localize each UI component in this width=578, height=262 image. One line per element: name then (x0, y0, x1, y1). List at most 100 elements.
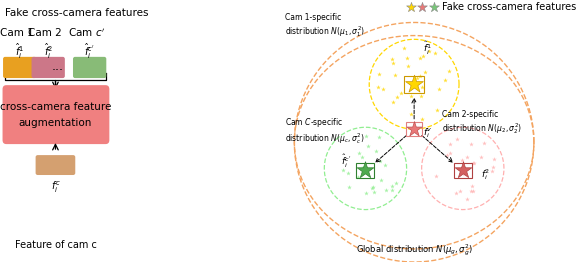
Point (413, 76, 422, 80)
Point (476, 155, 485, 160)
Point (416, 56, 425, 60)
Text: Cam $c'$: Cam $c'$ (68, 26, 105, 39)
Point (458, 168, 468, 172)
Text: $\hat{f}_i^{c'}$: $\hat{f}_i^{c'}$ (341, 152, 351, 170)
Point (462, 196, 472, 201)
Point (380, 162, 390, 167)
Point (397, 91, 406, 95)
FancyBboxPatch shape (73, 57, 106, 78)
Point (338, 168, 347, 172)
Text: Cam $C$-specific
distribution $N(\mu_c, \sigma_c^2)$: Cam $C$-specific distribution $N(\mu_c, … (285, 116, 365, 146)
Point (403, 64, 412, 68)
Point (424, 49, 434, 53)
Point (406, 94, 416, 98)
Point (451, 191, 461, 195)
Point (418, 6, 427, 10)
Point (376, 178, 386, 182)
Point (390, 73, 399, 78)
Point (417, 117, 427, 122)
Point (373, 85, 382, 90)
Point (361, 134, 370, 138)
Text: $f_i^v$: $f_i^v$ (424, 126, 433, 140)
Point (409, 127, 418, 131)
Text: Fake cross-camera features: Fake cross-camera features (5, 8, 149, 18)
FancyBboxPatch shape (3, 57, 36, 78)
Point (368, 186, 377, 190)
Point (443, 153, 452, 157)
Point (391, 181, 401, 185)
Point (468, 183, 477, 188)
Point (468, 189, 477, 193)
Point (479, 141, 488, 145)
Point (488, 169, 497, 173)
Text: $\hat{f}_i^{2}$: $\hat{f}_i^{2}$ (44, 41, 53, 61)
Point (344, 171, 353, 175)
FancyBboxPatch shape (2, 85, 109, 144)
Text: Fake cross-camera features: Fake cross-camera features (442, 2, 576, 13)
Point (399, 46, 409, 50)
Point (466, 141, 476, 146)
Point (369, 189, 379, 194)
Text: Feature of cam c: Feature of cam c (14, 240, 97, 250)
Point (358, 165, 368, 169)
Point (469, 161, 478, 165)
Point (406, 112, 416, 116)
Point (379, 87, 388, 91)
Text: augmentation: augmentation (18, 118, 92, 128)
Point (376, 159, 385, 163)
Text: Cam 2: Cam 2 (28, 28, 61, 38)
Point (364, 144, 373, 148)
Text: $\hat{f}_i^{c'}$: $\hat{f}_i^{c'}$ (84, 41, 95, 61)
FancyBboxPatch shape (32, 57, 65, 78)
Point (388, 100, 397, 105)
Point (429, 6, 438, 10)
Point (420, 69, 429, 74)
Point (457, 157, 466, 162)
Point (387, 184, 397, 188)
Text: $f_i^2$: $f_i^2$ (481, 167, 491, 182)
Point (455, 189, 464, 193)
Point (392, 95, 402, 99)
Point (418, 54, 428, 58)
Point (441, 78, 450, 82)
Point (432, 108, 442, 112)
Point (466, 189, 475, 193)
Point (417, 85, 427, 89)
Point (453, 137, 462, 141)
Text: $f_i^c$: $f_i^c$ (50, 180, 60, 195)
Text: Global distribution $N(\mu_g, \sigma_g^2)$: Global distribution $N(\mu_g, \sigma_g^2… (355, 243, 473, 258)
Point (381, 188, 390, 192)
Point (415, 74, 424, 78)
Text: $\hat{f}_i^{1}$: $\hat{f}_i^{1}$ (15, 41, 24, 61)
Point (406, 6, 416, 10)
Point (459, 172, 468, 176)
Point (387, 57, 397, 61)
Point (430, 51, 439, 56)
Text: Cam 1: Cam 1 (0, 28, 34, 38)
Point (361, 168, 370, 172)
Point (353, 175, 362, 179)
Point (431, 174, 440, 178)
Text: cross-camera feature: cross-camera feature (0, 102, 111, 112)
Point (354, 151, 364, 155)
Point (435, 87, 444, 91)
Point (462, 155, 472, 159)
Point (372, 149, 381, 153)
Point (490, 157, 499, 161)
Point (389, 61, 398, 66)
Text: $\hat{f}_i^{1}$: $\hat{f}_i^{1}$ (424, 40, 432, 57)
Point (468, 161, 477, 165)
Text: Cam 2-specific
distribution $N(\mu_2, \sigma_2^2)$: Cam 2-specific distribution $N(\mu_2, \s… (442, 110, 523, 137)
Point (489, 165, 498, 170)
Point (416, 94, 425, 98)
Point (446, 142, 455, 146)
Point (362, 191, 371, 195)
FancyBboxPatch shape (36, 155, 75, 175)
Point (368, 185, 377, 189)
Text: Cam 1-specific
distribution $N(\mu_1, \sigma_1^2)$: Cam 1-specific distribution $N(\mu_1, \s… (285, 13, 365, 39)
Point (402, 56, 412, 60)
Point (446, 151, 455, 155)
Point (388, 188, 397, 192)
Point (374, 135, 383, 139)
Text: ...: ... (52, 60, 64, 73)
